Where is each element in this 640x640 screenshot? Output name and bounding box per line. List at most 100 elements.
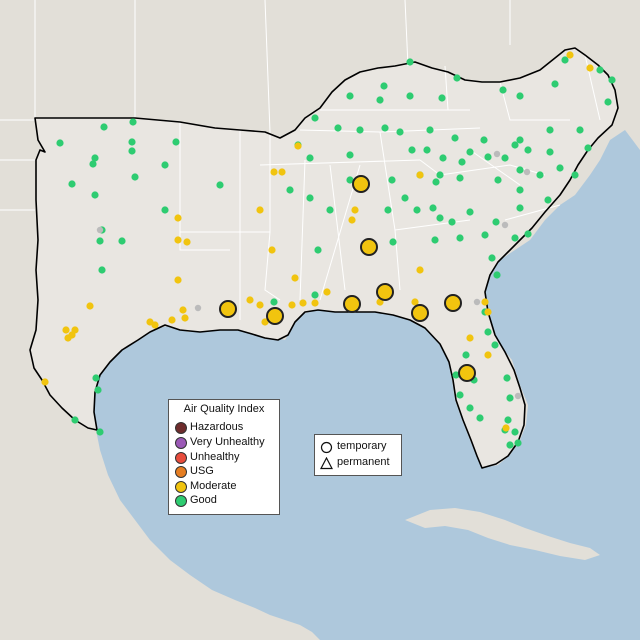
good-monitor-dot bbox=[380, 82, 388, 90]
good-monitor-dot bbox=[436, 214, 444, 222]
moderate-monitor-dot bbox=[311, 299, 319, 307]
good-monitor-dot bbox=[536, 171, 544, 179]
good-monitor-dot bbox=[306, 194, 314, 202]
good-monitor-dot bbox=[389, 238, 397, 246]
circle-icon bbox=[320, 441, 333, 454]
good-monitor-dot bbox=[334, 124, 342, 132]
good-monitor-dot bbox=[429, 204, 437, 212]
good-monitor-dot bbox=[68, 180, 76, 188]
good-monitor-dot bbox=[98, 266, 106, 274]
good-monitor-dot bbox=[432, 178, 440, 186]
moderate-monitor-dot bbox=[261, 318, 269, 326]
good-monitor-dot bbox=[458, 158, 466, 166]
good-monitor-dot bbox=[129, 118, 137, 126]
legend-label: temporary bbox=[337, 440, 387, 452]
good-monitor-dot bbox=[488, 254, 496, 262]
good-monitor-dot bbox=[501, 154, 509, 162]
no-data-monitor-dot bbox=[194, 304, 202, 312]
good-monitor-dot bbox=[516, 204, 524, 212]
good-monitor-dot bbox=[576, 126, 584, 134]
good-monitor-dot bbox=[511, 141, 519, 149]
good-monitor-dot bbox=[216, 181, 224, 189]
state-border-line bbox=[439, 164, 546, 176]
moderate-monitor-dot bbox=[183, 238, 191, 246]
good-monitor-dot bbox=[493, 271, 501, 279]
aqi-legend: Air Quality Index Hazardous Very Unhealt… bbox=[168, 399, 280, 515]
good-monitor-dot bbox=[571, 171, 579, 179]
good-monitor-dot bbox=[423, 146, 431, 154]
good-monitor-dot bbox=[92, 374, 100, 382]
no-data-monitor-dot bbox=[96, 226, 104, 234]
cuba-shape bbox=[405, 508, 600, 560]
moderate-monitor-dot bbox=[586, 64, 594, 72]
no-data-monitor-dot bbox=[493, 150, 501, 158]
good-monitor-dot bbox=[431, 236, 439, 244]
good-monitor-dot bbox=[91, 191, 99, 199]
moderate-monitor-dot bbox=[174, 276, 182, 284]
very-unhealthy-swatch-icon bbox=[175, 437, 187, 449]
good-monitor-dot bbox=[161, 206, 169, 214]
temporary-monitor-large bbox=[266, 307, 284, 325]
legend-label: Very Unhealthy bbox=[190, 436, 265, 448]
state-border-line bbox=[259, 159, 421, 166]
legend-label: Unhealthy bbox=[190, 451, 240, 463]
good-monitor-dot bbox=[426, 126, 434, 134]
region-outline-path bbox=[29, 47, 619, 469]
good-swatch-icon bbox=[175, 495, 187, 507]
good-monitor-dot bbox=[346, 176, 354, 184]
moderate-swatch-icon bbox=[175, 481, 187, 493]
good-monitor-dot bbox=[128, 147, 136, 155]
moderate-monitor-dot bbox=[268, 246, 276, 254]
good-monitor-dot bbox=[406, 92, 414, 100]
no-data-monitor-dot bbox=[501, 221, 509, 229]
good-monitor-dot bbox=[480, 136, 488, 144]
moderate-monitor-dot bbox=[256, 301, 264, 309]
legend-label: USG bbox=[190, 465, 214, 477]
good-monitor-dot bbox=[511, 428, 519, 436]
moderate-monitor-dot bbox=[288, 301, 296, 309]
good-monitor-dot bbox=[346, 92, 354, 100]
good-monitor-dot bbox=[311, 114, 319, 122]
good-monitor-dot bbox=[91, 154, 99, 162]
good-monitor-dot bbox=[381, 124, 389, 132]
monitor-type-legend: temporary permanent bbox=[314, 434, 402, 476]
good-monitor-dot bbox=[551, 80, 559, 88]
good-monitor-dot bbox=[484, 328, 492, 336]
moderate-monitor-dot bbox=[502, 424, 510, 432]
moderate-monitor-dot bbox=[299, 299, 307, 307]
moderate-monitor-dot bbox=[411, 298, 419, 306]
moderate-monitor-dot bbox=[566, 51, 574, 59]
moderate-monitor-dot bbox=[71, 326, 79, 334]
temporary-monitor-large bbox=[352, 175, 370, 193]
aqi-legend-title: Air Quality Index bbox=[183, 403, 265, 415]
moderate-monitor-dot bbox=[181, 314, 189, 322]
no-data-monitor-dot bbox=[473, 298, 481, 306]
moderate-monitor-dot bbox=[348, 216, 356, 224]
moderate-monitor-dot bbox=[484, 351, 492, 359]
state-borders bbox=[0, 0, 601, 320]
good-monitor-dot bbox=[456, 391, 464, 399]
good-monitor-dot bbox=[406, 58, 414, 66]
moderate-monitor-dot bbox=[86, 302, 94, 310]
good-monitor-dot bbox=[436, 171, 444, 179]
good-monitor-dot bbox=[516, 92, 524, 100]
good-monitor-dot bbox=[346, 151, 354, 159]
good-monitor-dot bbox=[96, 428, 104, 436]
good-monitor-dot bbox=[608, 76, 616, 84]
moderate-monitor-dot bbox=[168, 316, 176, 324]
good-monitor-dot bbox=[604, 98, 612, 106]
good-monitor-dot bbox=[511, 234, 519, 242]
good-monitor-dot bbox=[401, 194, 409, 202]
good-monitor-dot bbox=[491, 341, 499, 349]
legend-label: permanent bbox=[337, 456, 390, 468]
good-monitor-dot bbox=[466, 148, 474, 156]
good-monitor-dot bbox=[492, 218, 500, 226]
good-monitor-dot bbox=[503, 374, 511, 382]
good-monitor-dot bbox=[451, 134, 459, 142]
good-monitor-dot bbox=[596, 66, 604, 74]
moderate-monitor-dot bbox=[174, 214, 182, 222]
good-monitor-dot bbox=[476, 414, 484, 422]
good-monitor-dot bbox=[448, 218, 456, 226]
good-monitor-dot bbox=[456, 234, 464, 242]
